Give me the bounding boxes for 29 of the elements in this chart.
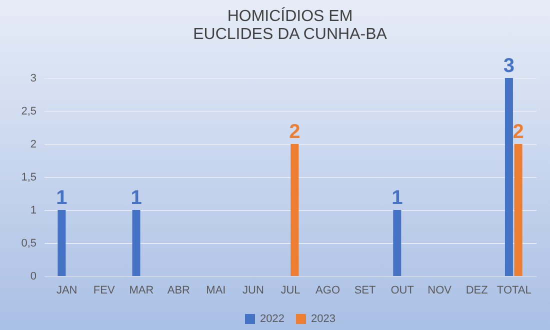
data-label: 1 [130, 187, 142, 209]
data-label: 3 [503, 55, 515, 77]
x-tick-label: AGO [316, 284, 340, 296]
y-tick-label: 2,5 [21, 106, 36, 118]
y-tick-label: 2 [30, 138, 36, 150]
data-label: 2 [512, 121, 524, 143]
y-tick-label: 3 [30, 72, 36, 84]
x-tick-label: ABR [167, 284, 190, 296]
x-tick-label: TOTAL [496, 284, 532, 296]
y-tick-label: 1 [30, 204, 36, 216]
data-label: 1 [56, 187, 68, 209]
x-tick-label: DEZ [466, 284, 488, 296]
data-label: 1 [392, 187, 403, 209]
y-tick-label: 0 [30, 270, 36, 282]
y-tick-label: 1,5 [21, 172, 36, 184]
x-tick-label: SET [354, 284, 376, 296]
legend-label: 2023 [311, 313, 336, 325]
chart-title: HOMICÍDIOS EM EUCLIDES DA CUNHA-BA [193, 7, 388, 43]
x-tick-label: JUN [242, 284, 264, 296]
x-tick-label: MAI [206, 284, 226, 296]
legend-label: 2022 [260, 313, 284, 325]
x-tick-label: FEV [93, 284, 116, 296]
data-label: 2 [289, 121, 300, 143]
x-tick-label: JAN [56, 284, 78, 296]
x-tick-label: OUT [390, 284, 414, 296]
x-tick-label: NOV [428, 284, 452, 296]
x-tick-label: JUL [280, 284, 300, 296]
x-tick-label: MAR [129, 284, 154, 296]
y-tick-label: 0,5 [21, 238, 36, 250]
